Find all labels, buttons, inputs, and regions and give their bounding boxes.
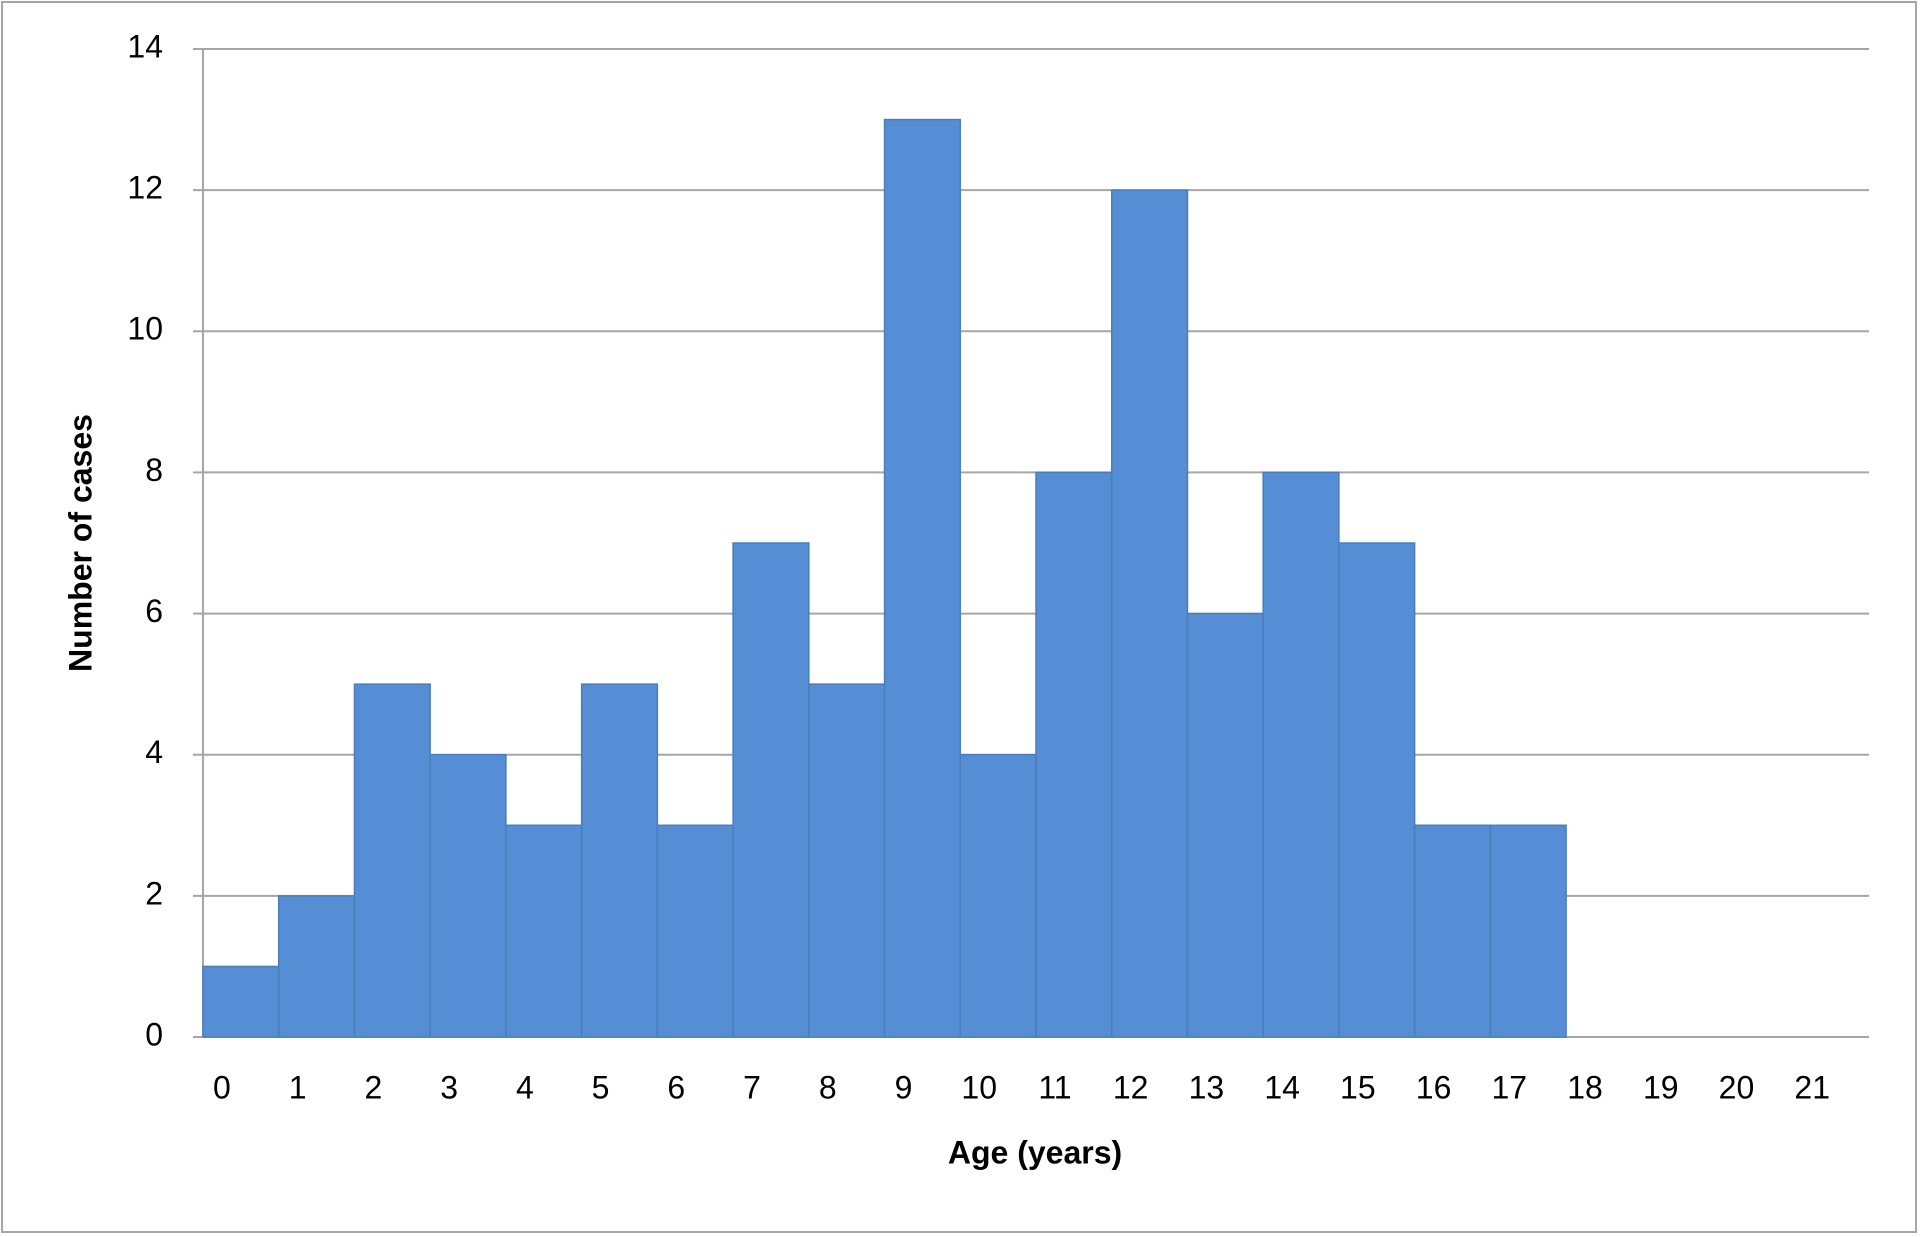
bar [732,542,810,1038]
x-tick-label: 4 [516,1069,534,1105]
x-tick-label: 14 [1264,1069,1300,1105]
bar [959,753,1037,1038]
bar [883,118,962,1038]
x-tick-label: 5 [592,1069,610,1105]
y-tick-label: 6 [145,593,163,629]
x-tick-label: 13 [1189,1069,1225,1105]
x-tick-label: 16 [1416,1069,1452,1105]
y-tick-label: 8 [145,452,163,488]
y-tick-label: 2 [145,875,163,911]
x-tick-label: 9 [895,1069,913,1105]
x-tick-label: 0 [213,1069,231,1105]
bar [353,683,431,1038]
y-axis-title: Number of cases [62,414,98,672]
y-tick-label: 10 [127,311,163,347]
bar [1110,189,1189,1038]
y-tick-label: 14 [127,28,163,64]
bar [202,965,280,1038]
y-tick-label: 0 [145,1016,163,1052]
x-tick-label: 7 [743,1069,761,1105]
x-tick-label: 18 [1567,1069,1603,1105]
bar [277,895,356,1038]
bar [505,824,583,1038]
bar [808,683,886,1038]
x-tick-label: 10 [961,1069,997,1105]
x-tick-label: 21 [1794,1069,1830,1105]
bar [1035,471,1113,1038]
bar [429,753,507,1038]
x-tick-label: 15 [1340,1069,1376,1105]
x-tick-label: 12 [1113,1069,1149,1105]
bar [1262,471,1340,1038]
x-tick-label: 6 [667,1069,685,1105]
y-tick-label: 12 [127,170,163,206]
x-axis-title: Age (years) [948,1134,1122,1170]
x-tick-label: 20 [1719,1069,1755,1105]
bar [1413,824,1492,1038]
x-tick-label: 11 [1038,1069,1071,1105]
x-tick-label: 2 [364,1069,382,1105]
bar [580,683,659,1038]
bar [1338,542,1416,1038]
x-tick-label: 17 [1491,1069,1527,1105]
x-tick-label: 8 [819,1069,837,1105]
x-tick-label: 3 [440,1069,458,1105]
bar [656,824,734,1038]
bar [1489,824,1567,1038]
bar [1186,612,1264,1038]
x-tick-label: 19 [1643,1069,1679,1105]
x-tick-label: 1 [289,1069,307,1105]
y-tick-label: 4 [145,734,163,770]
